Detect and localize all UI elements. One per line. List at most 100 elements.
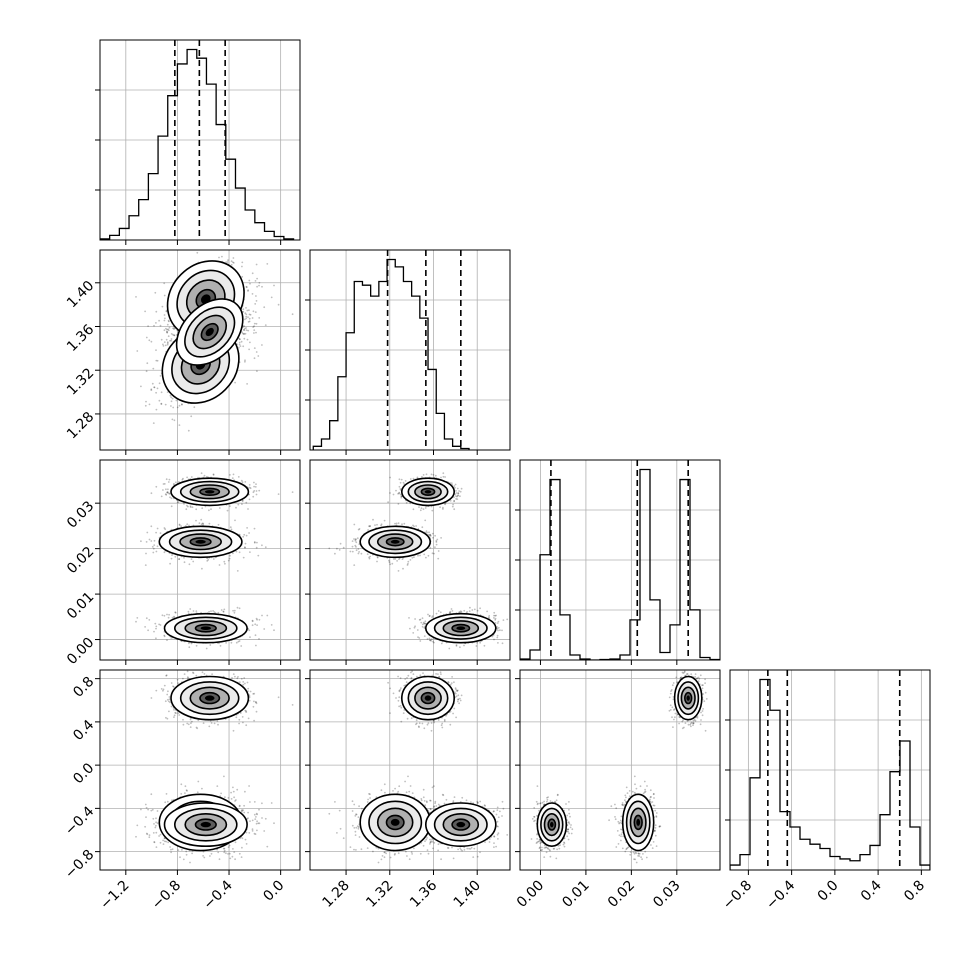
panel-1-1 bbox=[305, 249, 511, 455]
sample-point bbox=[248, 320, 251, 323]
sample-point bbox=[145, 370, 148, 373]
y-tick-label: 0.00 bbox=[64, 635, 97, 668]
sample-point bbox=[245, 307, 247, 309]
sample-point bbox=[136, 350, 139, 352]
sample-point bbox=[212, 474, 215, 476]
sample-point bbox=[162, 343, 164, 346]
sample-point bbox=[153, 630, 155, 633]
sample-point bbox=[163, 329, 166, 332]
sample-point bbox=[166, 323, 169, 326]
sample-point bbox=[188, 642, 190, 645]
sample-point bbox=[173, 328, 175, 330]
sample-point bbox=[186, 504, 188, 507]
sample-point bbox=[252, 310, 255, 313]
sample-point bbox=[208, 610, 211, 613]
sample-point bbox=[173, 419, 176, 422]
sample-point bbox=[145, 336, 148, 339]
sample-point bbox=[248, 629, 251, 632]
sample-point bbox=[254, 303, 257, 305]
sample-point bbox=[166, 491, 169, 494]
sample-point bbox=[251, 620, 254, 623]
sample-point bbox=[256, 541, 258, 544]
sample-point bbox=[200, 523, 203, 526]
sample-point bbox=[183, 503, 185, 505]
sample-point bbox=[245, 313, 248, 316]
sample-point bbox=[249, 487, 252, 490]
sample-point bbox=[351, 550, 354, 553]
sample-point bbox=[170, 405, 172, 407]
sample-point bbox=[168, 326, 171, 329]
y-tick-label: 1.28 bbox=[64, 409, 97, 442]
sample-point bbox=[241, 481, 244, 484]
sample-point bbox=[176, 406, 179, 409]
sample-point bbox=[412, 524, 414, 527]
sample-point bbox=[177, 501, 180, 503]
sample-point bbox=[253, 357, 256, 360]
sample-point bbox=[186, 523, 189, 526]
sample-point bbox=[242, 333, 245, 335]
sample-point bbox=[188, 524, 190, 527]
sample-point bbox=[165, 310, 168, 312]
sample-point bbox=[229, 526, 232, 529]
sample-point bbox=[429, 534, 432, 537]
sample-point bbox=[190, 558, 193, 560]
sample-point bbox=[196, 251, 199, 254]
sample-point bbox=[263, 628, 266, 630]
sample-point bbox=[173, 615, 175, 618]
sample-point bbox=[156, 545, 159, 548]
sample-point bbox=[168, 478, 171, 481]
sample-point bbox=[155, 408, 158, 411]
sample-point bbox=[235, 506, 237, 509]
panel-0-0 bbox=[95, 39, 301, 245]
sample-point bbox=[218, 564, 221, 566]
sample-point bbox=[252, 491, 255, 494]
sample-point bbox=[246, 309, 249, 312]
sample-point bbox=[251, 317, 254, 319]
sample-point bbox=[172, 406, 175, 409]
sample-point bbox=[245, 317, 248, 320]
sample-point bbox=[165, 327, 167, 330]
sample-point bbox=[232, 473, 235, 476]
sample-point bbox=[232, 609, 235, 612]
sample-point bbox=[172, 327, 174, 330]
sample-point bbox=[245, 286, 248, 289]
sample-point bbox=[165, 478, 168, 481]
sample-point bbox=[246, 338, 249, 341]
sample-point bbox=[255, 300, 258, 302]
sample-point bbox=[167, 319, 170, 322]
sample-point bbox=[256, 624, 258, 626]
sample-point bbox=[170, 396, 173, 399]
sample-point bbox=[152, 367, 155, 370]
sample-point bbox=[156, 527, 159, 530]
sample-point bbox=[230, 641, 233, 644]
sample-point bbox=[192, 560, 195, 563]
y-tick-label: 1.32 bbox=[64, 365, 97, 398]
sample-point bbox=[263, 306, 266, 309]
sample-point bbox=[238, 338, 241, 341]
sample-point bbox=[145, 400, 147, 403]
sample-point bbox=[255, 295, 257, 297]
sample-point bbox=[242, 535, 245, 538]
sample-point bbox=[253, 485, 256, 488]
sample-point bbox=[220, 609, 223, 611]
sample-point bbox=[212, 473, 215, 476]
sample-point bbox=[253, 325, 256, 328]
axes-frame bbox=[99, 249, 301, 451]
sample-point bbox=[185, 508, 188, 511]
sample-point bbox=[244, 359, 246, 362]
sample-point bbox=[253, 332, 255, 334]
sample-point bbox=[171, 554, 173, 556]
sample-point bbox=[164, 528, 167, 531]
sample-point bbox=[167, 335, 170, 338]
sample-point bbox=[161, 614, 164, 617]
sample-point bbox=[155, 550, 158, 553]
sample-point bbox=[255, 263, 258, 266]
sample-point bbox=[255, 322, 258, 325]
sample-point bbox=[174, 611, 177, 614]
density-peak-1 bbox=[200, 626, 211, 630]
density-peak-2 bbox=[204, 490, 215, 494]
sample-point bbox=[255, 490, 258, 492]
sample-point bbox=[166, 331, 168, 333]
sample-point bbox=[244, 481, 247, 483]
sample-point bbox=[256, 618, 258, 621]
